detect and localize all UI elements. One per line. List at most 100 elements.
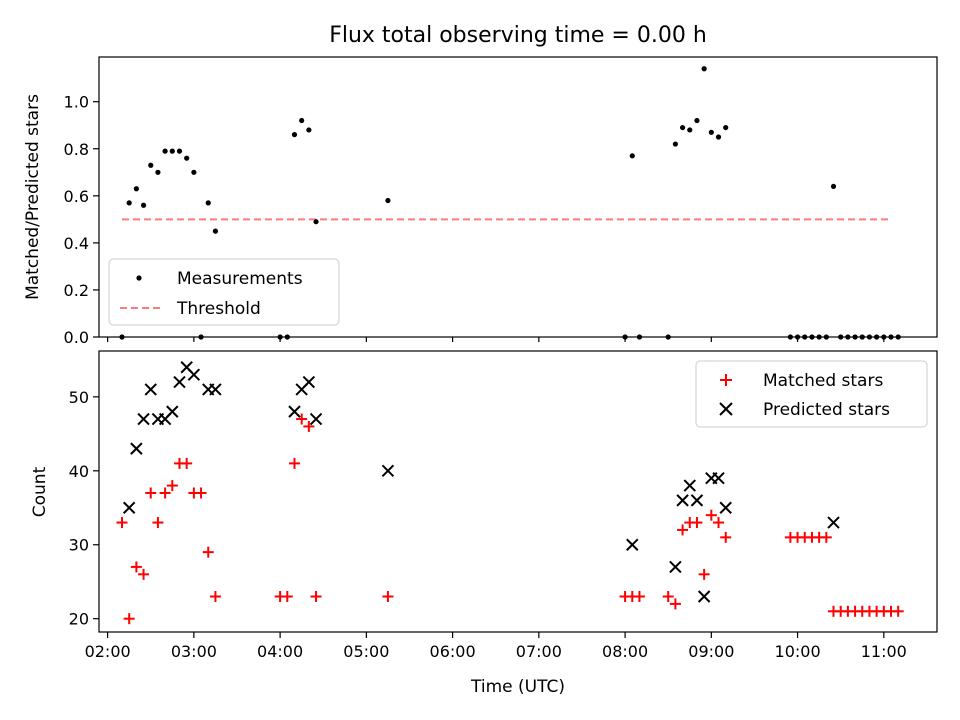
matched-star-point bbox=[296, 413, 308, 425]
bottom-x-tick-label: 05:00 bbox=[343, 642, 389, 661]
matched-star-point bbox=[281, 591, 293, 603]
predicted-star-point bbox=[712, 471, 725, 485]
matched-star-point bbox=[691, 517, 703, 529]
matched-star-point bbox=[662, 591, 674, 603]
measurement-point bbox=[291, 132, 298, 138]
predicted-star-point bbox=[187, 368, 201, 381]
chart-title: Flux total observing time = 0.00 h bbox=[329, 23, 707, 48]
matched-star-point bbox=[166, 480, 178, 492]
predicted-star-point bbox=[302, 375, 316, 389]
predicted-star-point bbox=[309, 412, 323, 426]
matched-star-point bbox=[288, 457, 300, 469]
predicted-star-point bbox=[626, 538, 639, 551]
measurement-point bbox=[385, 197, 391, 204]
measurement-point bbox=[212, 228, 219, 234]
top-y-axis-label: Matched/Predicted stars bbox=[23, 94, 43, 300]
matched-star-point bbox=[209, 591, 221, 603]
bottom-x-tick-label: 08:00 bbox=[602, 642, 648, 661]
predicted-star-point bbox=[690, 494, 704, 507]
predicted-star-point bbox=[683, 479, 696, 492]
top-panel: Flux total observing time = 0.00 h Match… bbox=[23, 23, 938, 347]
top-y-tick-label: 0.2 bbox=[64, 281, 89, 300]
measurement-point bbox=[715, 134, 722, 140]
measurement-point bbox=[162, 148, 168, 154]
predicted-star-point bbox=[144, 383, 157, 396]
legend-matched-marker bbox=[720, 374, 732, 386]
measurement-point bbox=[169, 148, 175, 154]
matched-star-point bbox=[633, 591, 645, 603]
matched-star-point bbox=[820, 531, 832, 543]
measurement-point bbox=[723, 124, 729, 131]
measurement-point bbox=[155, 169, 161, 175]
matched-star-point bbox=[303, 420, 315, 432]
predicted-star-point bbox=[827, 516, 840, 529]
matched-star-point bbox=[123, 613, 135, 625]
measurement-point bbox=[126, 200, 132, 206]
matched-star-point bbox=[116, 517, 128, 529]
predicted-star-point bbox=[676, 494, 689, 507]
predicted-star-point bbox=[173, 375, 186, 389]
bottom-x-tick-label: 10:00 bbox=[775, 642, 821, 661]
bottom-plot-frame bbox=[98, 350, 938, 633]
top-y-tick-label: 0.6 bbox=[64, 187, 89, 206]
measurement-point bbox=[133, 186, 139, 192]
top-y-tick-label: 0.8 bbox=[64, 140, 89, 159]
measurement-point bbox=[708, 129, 714, 135]
legend-matched-label: Matched stars bbox=[763, 371, 883, 391]
legend-predicted-label: Predicted stars bbox=[763, 400, 890, 420]
matched-star-point bbox=[138, 568, 150, 580]
predicted-star-point bbox=[669, 560, 682, 574]
bottom-y-tick-label: 20 bbox=[69, 610, 89, 629]
predicted-star-point bbox=[166, 405, 179, 418]
measurement-point bbox=[313, 219, 319, 225]
measurement-point bbox=[176, 148, 183, 154]
measurement-point bbox=[687, 127, 693, 133]
matched-star-point bbox=[677, 524, 689, 536]
top-y-tick-label: 0.4 bbox=[64, 234, 89, 253]
top-plot-frame bbox=[98, 56, 938, 338]
measurement-point bbox=[672, 141, 678, 147]
bottom-x-tick-label: 09:00 bbox=[688, 642, 734, 661]
measurement-point bbox=[306, 127, 312, 133]
predicted-star-point bbox=[137, 412, 150, 426]
bottom-legend: Matched stars Predicted stars bbox=[695, 360, 928, 428]
measurement-point bbox=[299, 117, 305, 124]
measurement-point bbox=[679, 124, 686, 131]
measurement-point bbox=[830, 183, 837, 190]
top-series bbox=[119, 66, 901, 340]
bottom-panel: Count Time (UTC) 20 30 40 50 02:00 03:00 04:0… bbox=[30, 350, 938, 697]
bottom-y-tick-label: 50 bbox=[69, 388, 89, 407]
bottom-x-tick-label: 04:00 bbox=[257, 642, 303, 661]
measurement-point bbox=[701, 66, 707, 72]
bottom-x-tick-label: 03:00 bbox=[171, 642, 217, 661]
measurement-point bbox=[694, 117, 700, 124]
matched-star-point bbox=[698, 568, 710, 580]
measurement-point bbox=[205, 200, 211, 206]
bottom-series bbox=[116, 361, 904, 625]
bottom-y-tick-label: 30 bbox=[69, 536, 89, 555]
legend-measurements-marker bbox=[136, 275, 142, 281]
legend-threshold-label: Threshold bbox=[176, 299, 261, 319]
predicted-star-point bbox=[209, 383, 222, 396]
matched-star-point bbox=[159, 487, 171, 499]
predicted-star-point bbox=[288, 405, 301, 418]
x-axis-label: Time (UTC) bbox=[470, 677, 565, 697]
matched-star-point bbox=[181, 457, 193, 469]
top-legend: Measurements Threshold bbox=[108, 258, 340, 326]
matched-star-point bbox=[202, 546, 214, 558]
predicted-star-point bbox=[719, 501, 732, 514]
matched-star-point bbox=[705, 509, 717, 521]
legend-measurements-label: Measurements bbox=[177, 269, 303, 289]
matched-star-point bbox=[892, 605, 904, 617]
top-y-tick-label: 1.0 bbox=[64, 93, 89, 112]
predicted-star-point bbox=[130, 442, 143, 455]
matched-star-point bbox=[195, 487, 207, 499]
matched-star-point bbox=[720, 531, 732, 543]
matched-star-point bbox=[713, 517, 725, 529]
bottom-x-ticks: 02:00 03:00 04:00 05:00 06:00 07:00 08:00 09:00… bbox=[85, 632, 907, 661]
measurement-point bbox=[629, 153, 635, 159]
matched-star-point bbox=[310, 591, 322, 603]
matched-star-point bbox=[382, 591, 394, 603]
bottom-x-tick-label: 02:00 bbox=[85, 642, 131, 661]
